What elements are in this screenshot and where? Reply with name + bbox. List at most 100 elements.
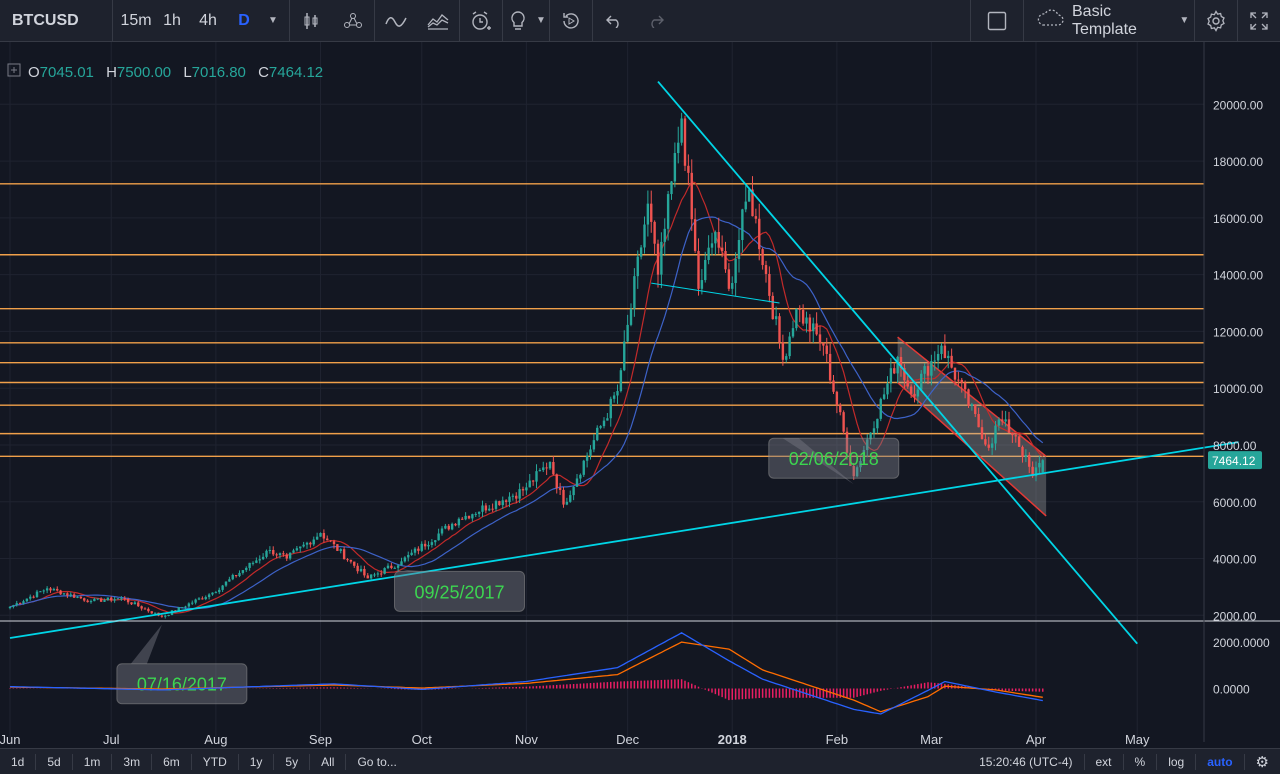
candle-body xyxy=(376,573,380,575)
candle-body xyxy=(747,189,751,202)
candle-body xyxy=(52,588,56,591)
candle-body xyxy=(704,260,707,281)
toolbar-divider xyxy=(549,0,550,42)
range-5y-button[interactable]: 5y xyxy=(285,754,299,769)
auto-scale-toggle[interactable]: auto xyxy=(1207,754,1233,769)
template-selector[interactable]: Basic Template ▼ xyxy=(1024,0,1194,42)
channel-upper-line xyxy=(897,336,1047,457)
candle-body xyxy=(140,606,143,609)
candle-body xyxy=(805,317,808,324)
candle-body xyxy=(980,427,984,440)
candle-body xyxy=(275,554,278,556)
candle-body xyxy=(241,570,245,573)
time-tick-label: Aug xyxy=(204,732,227,747)
candle-body xyxy=(42,590,45,592)
price-tick-label: 16000.00 xyxy=(1213,212,1263,226)
range-3m-button[interactable]: 3m xyxy=(123,754,141,769)
callout-box xyxy=(116,663,248,705)
clock-time[interactable]: 15:20:46 (UTC-4) xyxy=(979,754,1073,769)
candle-body xyxy=(35,591,39,597)
chart-style-candles-icon[interactable] xyxy=(290,0,332,42)
ext-hours-toggle[interactable]: ext xyxy=(1095,754,1112,769)
settings-gear-icon[interactable] xyxy=(1195,0,1237,42)
candle-body xyxy=(717,232,720,248)
candle-body xyxy=(32,596,35,598)
legend-low-value: 7016.80 xyxy=(192,64,246,81)
candle-body xyxy=(204,597,207,600)
candle-body xyxy=(197,598,201,600)
range-1d-button[interactable]: 1d xyxy=(11,754,25,769)
candle-body xyxy=(228,579,231,582)
candle-body xyxy=(447,525,450,530)
candle-body xyxy=(285,554,288,559)
candle-body xyxy=(400,561,403,566)
candle-body xyxy=(8,606,12,609)
goto-date-button[interactable]: Go to... xyxy=(357,754,397,769)
price-tick-label: 20000.00 xyxy=(1213,98,1263,112)
log-scale-toggle[interactable]: log xyxy=(1168,754,1185,769)
candle-body xyxy=(542,467,545,471)
candle-body xyxy=(130,602,133,605)
candle-body xyxy=(133,602,137,605)
compare-symbols-icon[interactable] xyxy=(332,0,374,42)
ideas-dropdown-chevron-icon[interactable]: ▼ xyxy=(536,15,546,26)
falling-trendline xyxy=(657,80,1138,645)
symbol-search-button[interactable]: BTCUSD xyxy=(12,11,79,29)
interval-dropdown-chevron-icon[interactable]: ▼ xyxy=(268,15,278,26)
financials-icon[interactable] xyxy=(417,0,459,42)
fullscreen-square-icon[interactable] xyxy=(971,0,1023,42)
undo-icon[interactable] xyxy=(593,0,635,42)
range-1m-button[interactable]: 1m xyxy=(83,754,101,769)
candle-body xyxy=(896,356,899,374)
ideas-lightbulb-icon[interactable] xyxy=(503,0,533,42)
interval-group: 15m 1h 4h D ▼ xyxy=(113,0,289,42)
alert-clock-icon[interactable] xyxy=(460,0,502,42)
candle-body xyxy=(322,532,326,539)
bottombar-divider xyxy=(237,753,239,770)
chart-grid xyxy=(0,42,1204,742)
interval-4h-button[interactable]: 4h xyxy=(199,11,217,29)
range-ytd-button[interactable]: YTD xyxy=(202,754,227,769)
candle-body xyxy=(369,574,373,579)
candle-body xyxy=(1001,419,1004,422)
range-5d-button[interactable]: 5d xyxy=(47,754,61,769)
callout-date-label: 02/06/2018 xyxy=(789,449,879,469)
legend-open-value: 7045.01 xyxy=(40,64,94,81)
range-6m-button[interactable]: 6m xyxy=(163,754,180,769)
candle-body xyxy=(45,588,49,591)
range-1y-button[interactable]: 1y xyxy=(249,754,263,769)
candle-body xyxy=(636,256,639,277)
candle-body xyxy=(710,243,714,248)
chart-settings-gear-icon[interactable]: ⚙ xyxy=(1255,753,1269,771)
interval-1h-button[interactable]: 1h xyxy=(163,11,181,29)
macd-line xyxy=(9,632,1043,715)
candle-body xyxy=(120,598,123,600)
maximize-arrows-icon[interactable] xyxy=(1238,0,1280,42)
candle-body xyxy=(528,480,531,488)
redo-icon[interactable] xyxy=(635,0,677,42)
candle-body xyxy=(272,550,275,555)
legend-settings-icon[interactable] xyxy=(7,63,21,77)
chart-axes: 2000.00 4000.00 6000.00 8000.00 10000.00 1200… xyxy=(0,42,1270,747)
candle-body xyxy=(234,574,238,577)
candle-body xyxy=(1038,462,1041,468)
percent-scale-toggle[interactable]: % xyxy=(1134,754,1146,769)
candle-body xyxy=(683,118,687,166)
candle-body xyxy=(390,565,393,568)
candle-body xyxy=(771,295,774,320)
moving-average-fast-line xyxy=(9,181,1044,614)
candle-body xyxy=(572,486,575,496)
interval-d-button[interactable]: D xyxy=(238,11,250,29)
range-all-button[interactable]: All xyxy=(321,754,335,769)
replay-icon[interactable] xyxy=(550,0,592,42)
bottombar-divider xyxy=(1243,753,1245,770)
time-tick-label: 2018 xyxy=(718,732,747,747)
candle-body xyxy=(666,194,670,229)
channel-fill xyxy=(897,337,1047,516)
candle-body xyxy=(693,219,697,251)
chart-canvas[interactable]: 07/16/2017 09/25/2017 02/06/2018 2000.00 40… xyxy=(0,42,1280,748)
candlestick-series xyxy=(8,112,1044,619)
interval-15m-button[interactable]: 15m xyxy=(120,11,152,29)
candle-body xyxy=(123,598,126,600)
indicators-icon[interactable] xyxy=(375,0,417,42)
